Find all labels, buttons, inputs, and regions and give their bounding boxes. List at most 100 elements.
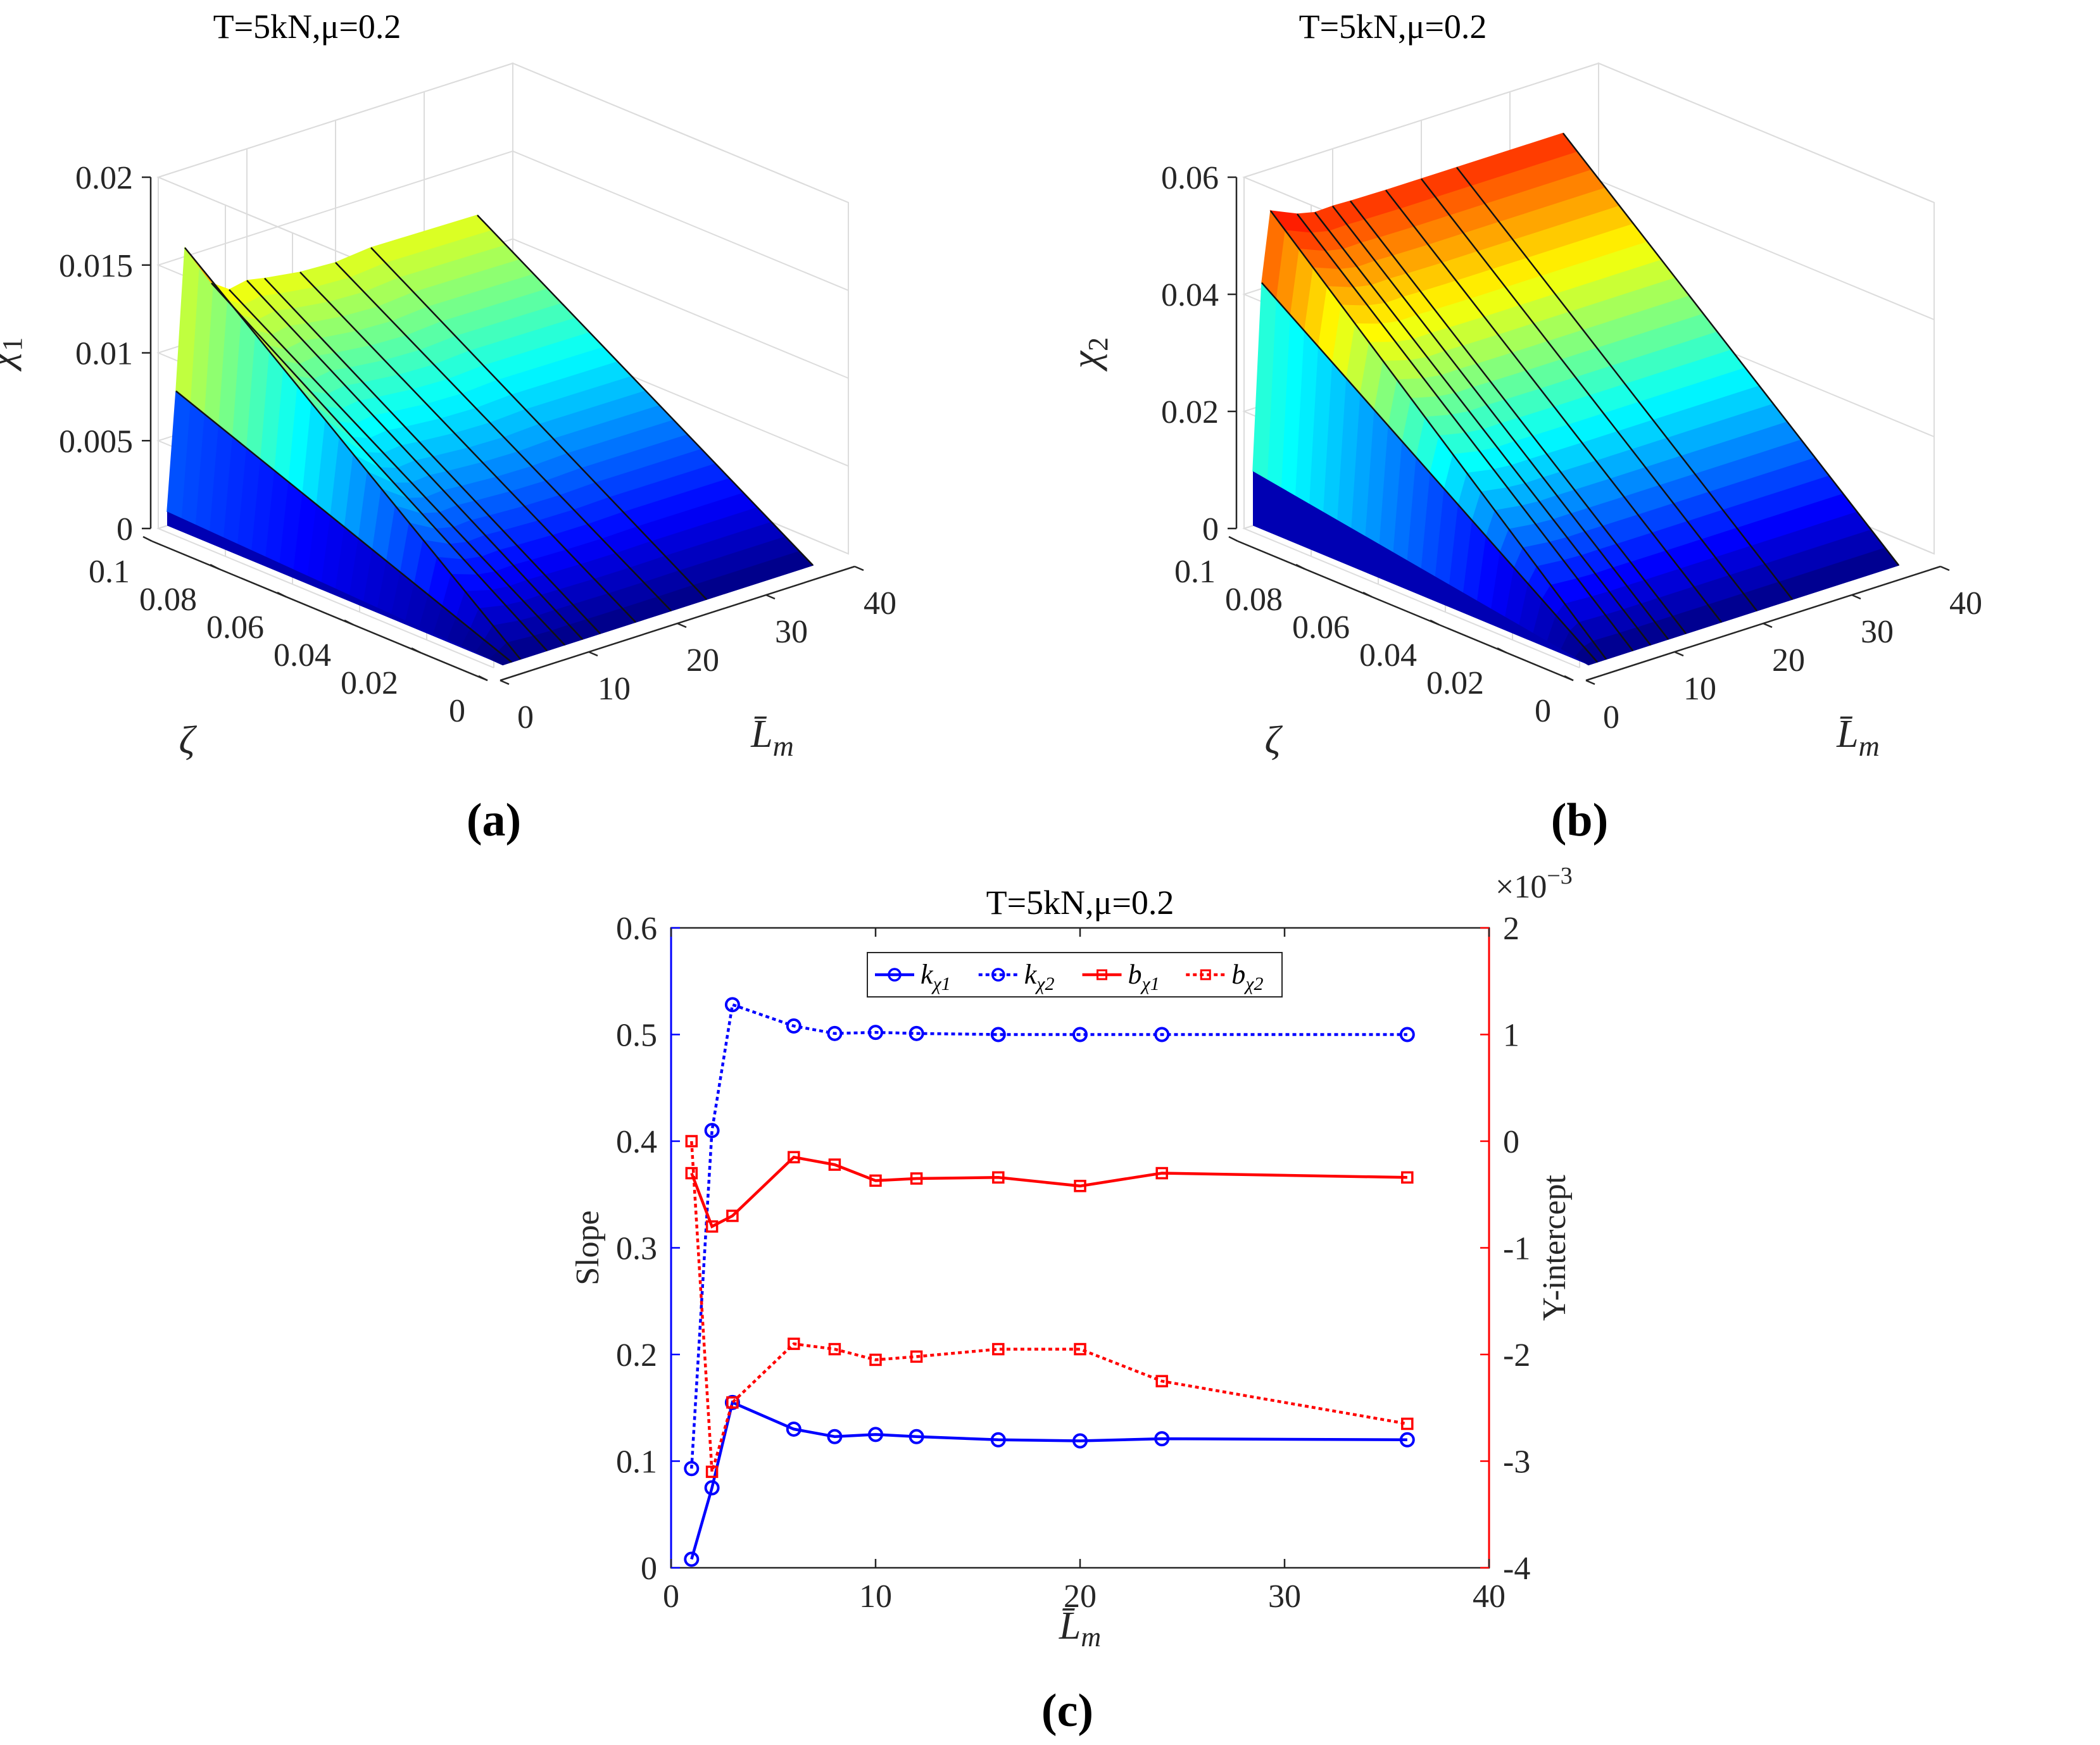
legend-entry-sub: χ1: [1140, 973, 1160, 994]
y-tick-mark: [1228, 535, 1238, 542]
data-point: [724, 997, 740, 1013]
data-point: [786, 1018, 802, 1034]
mesh-line: [335, 261, 672, 611]
legend-entry: kχ1: [921, 959, 951, 994]
z-axis-label-main: χ: [0, 350, 22, 372]
data-point: [705, 1220, 719, 1233]
z-tick-label: 0.005: [59, 423, 133, 460]
y-tick-label: 0.06: [1292, 610, 1350, 646]
y-tick-mark: [478, 675, 488, 682]
data-point: [726, 1396, 739, 1409]
y-tick-label: 0.08: [1225, 582, 1283, 618]
data-point: [1074, 1180, 1086, 1192]
mesh-line: [1350, 200, 1687, 634]
x-axis-label-main: L̄: [1836, 713, 1858, 756]
legend-entry-main: b: [1231, 959, 1245, 990]
x-tick-mark: [1851, 594, 1861, 600]
z-tick-label: 0.01: [75, 336, 133, 372]
data-point: [992, 1171, 1005, 1184]
x-tick-mark: [677, 622, 687, 629]
data-point: [1155, 1375, 1168, 1387]
z-tick-label: 0.02: [75, 160, 133, 196]
right-tick-label: -2: [1503, 1337, 1530, 1373]
x-tick-label: 20: [1772, 642, 1805, 679]
legend-entry-sub: χ1: [931, 973, 951, 994]
x-tick-mark: [1585, 679, 1595, 685]
y-tick-label: 0.02: [341, 665, 398, 701]
x-tick-label: 10: [1683, 671, 1716, 707]
data-point: [705, 1465, 719, 1479]
data-point: [910, 1350, 923, 1363]
x-tick-mark: [1674, 651, 1684, 657]
data-point: [724, 1394, 740, 1410]
series-bχ2: [685, 1135, 1414, 1479]
left-tick-label: 0.2: [616, 1337, 657, 1373]
right-axis-label: Y-intercept: [1537, 1174, 1573, 1321]
x-tick-label: 30: [1268, 1579, 1301, 1615]
data-point: [828, 1342, 841, 1356]
z-tick-label: 0.02: [1161, 394, 1219, 430]
data-point: [869, 1353, 882, 1367]
mesh-line: [1562, 132, 1899, 566]
axes: 0 10 20 30 40 0 0.02 0.04 0.060.080.1 0 0.005 0.01 0…: [0, 160, 896, 762]
x-axis-label-main: L̄: [750, 713, 772, 756]
y-tick-label: 0.04: [274, 637, 331, 673]
panel-label: (b): [1551, 794, 1608, 846]
y-axis-line: [151, 540, 488, 682]
x-tick-label: 30: [1861, 614, 1894, 650]
z-axis-label-sub: 1: [0, 337, 28, 351]
chart-title: T=5kN,μ=0.2: [986, 884, 1174, 922]
legend: kχ1 kχ2 bχ1 bχ2: [867, 952, 1283, 998]
panel-a-surface-chi1: 0 10 20 30 40 0 0.02 0.04 0.060.080.1 0 0.005 0.01 0…: [0, 8, 896, 846]
series-line: [690, 1003, 1407, 1469]
x-tick-label: 40: [1473, 1579, 1506, 1615]
mesh-line: [1385, 189, 1722, 623]
data-point: [788, 1151, 800, 1164]
y-tick-label: 0.04: [1359, 637, 1417, 673]
y-tick-label: 0.1: [1174, 554, 1216, 590]
data-point: [788, 1337, 800, 1350]
legend-entry-main: k: [921, 959, 934, 990]
left-tick-label: 0.4: [616, 1124, 657, 1160]
series-line: [690, 1141, 1408, 1472]
legend-entry: kχ2: [1024, 959, 1055, 994]
surface-side: [1253, 471, 1588, 665]
mesh-line: [1456, 166, 1793, 600]
mesh-line: [1261, 282, 1598, 663]
panel-label: (c): [1041, 1685, 1093, 1737]
y-tick-mark: [210, 563, 220, 570]
y-tick-mark: [1497, 647, 1507, 654]
data-point: [1154, 1431, 1170, 1447]
y-tick-label: 0: [449, 693, 465, 729]
z-axis-label-main: χ: [1064, 350, 1107, 372]
x-tick-label: 10: [598, 671, 631, 707]
data-point: [1155, 1166, 1168, 1180]
data-point: [990, 1027, 1006, 1042]
z-tick-label: 0: [116, 511, 133, 547]
y-tick-mark: [1362, 591, 1373, 598]
x-tick-label: 0: [663, 1579, 679, 1615]
legend-marker: [991, 968, 1005, 982]
y-tick-label: 0: [1535, 693, 1551, 729]
y-axis-label: ζ: [1264, 719, 1283, 762]
mesh-line: [1297, 213, 1633, 651]
left-tick-label: 0: [641, 1551, 657, 1587]
mesh-line: [264, 277, 601, 634]
data-point: [1399, 1027, 1415, 1042]
x-tick-label: 20: [1064, 1579, 1097, 1615]
y-tick-mark: [142, 535, 153, 542]
legend-entry-sub: χ2: [1243, 973, 1263, 994]
data-point: [704, 1480, 720, 1496]
x-tick-mark: [1763, 622, 1773, 629]
right-tick-label: 1: [1503, 1018, 1519, 1054]
left-tick-label: 0.3: [616, 1231, 657, 1267]
y-tick-label: 0.08: [139, 582, 197, 618]
z-axis-label: χ2: [1064, 337, 1114, 372]
y-tick-mark: [411, 647, 421, 654]
x-axis-label-sub: m: [1859, 730, 1880, 762]
panel-label: (a): [467, 794, 521, 846]
z-axis-label: χ1: [0, 337, 28, 372]
legend-entry-main: k: [1024, 959, 1038, 990]
